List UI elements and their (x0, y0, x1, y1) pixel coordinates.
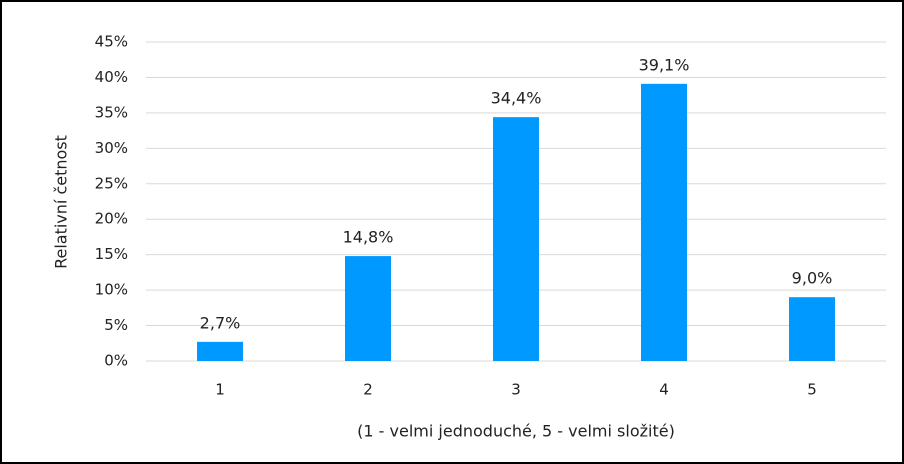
x-tick-label: 2 (363, 381, 373, 399)
y-axis-label: Relativní četnost (52, 135, 71, 269)
y-tick-label: 40% (95, 68, 128, 86)
y-tick-label: 10% (95, 281, 128, 299)
y-tick-label: 25% (95, 174, 128, 192)
bar (641, 83, 687, 361)
y-tick-label: 35% (95, 103, 128, 121)
x-axis-label: (1 - velmi jednoduché, 5 - velmi složité… (357, 422, 675, 441)
bar (345, 256, 391, 361)
bar (197, 341, 243, 361)
x-tick-label: 1 (215, 381, 225, 399)
data-label: 2,7% (200, 313, 241, 332)
x-tick-label: 3 (511, 381, 521, 399)
bar (493, 117, 539, 362)
data-label: 34,4% (491, 89, 542, 108)
y-tick-label: 15% (95, 245, 128, 263)
y-tick-label: 20% (95, 210, 128, 228)
x-tick-label: 4 (659, 381, 669, 399)
y-tick-label: 0% (104, 352, 128, 370)
y-tick-label: 45% (95, 33, 128, 51)
data-label: 14,8% (343, 228, 394, 247)
y-tick-label: 5% (104, 316, 128, 334)
bar (789, 297, 835, 361)
x-tick-label: 5 (807, 381, 817, 399)
y-tick-label: 30% (95, 139, 128, 157)
data-label: 39,1% (639, 55, 690, 74)
data-label: 9,0% (792, 269, 833, 288)
